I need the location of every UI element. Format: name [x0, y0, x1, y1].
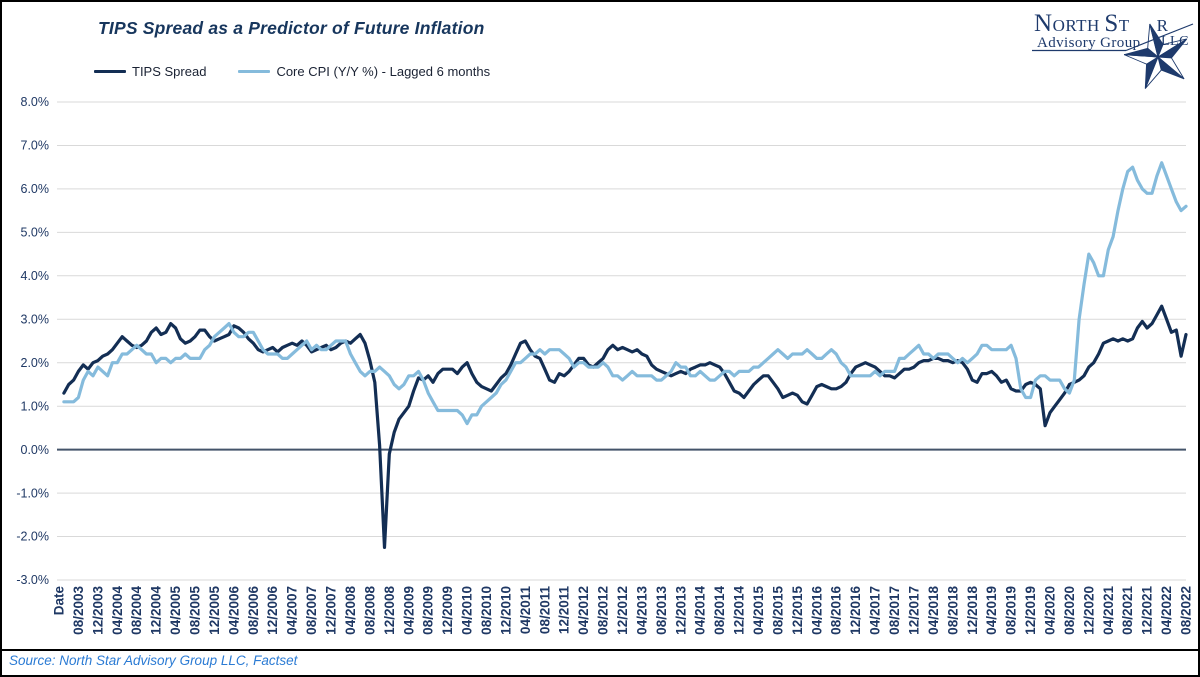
x-axis-tick-label: 08/2012: [596, 586, 611, 635]
x-axis-tick-label: 08/2014: [712, 586, 727, 635]
x-axis-tick-label: 12/2020: [1081, 586, 1096, 635]
x-axis-tick-label: 04/2010: [460, 586, 475, 635]
x-axis-tick-label: 12/2018: [965, 586, 980, 635]
x-axis-tick-label: 04/2021: [1101, 586, 1116, 635]
x-axis-tick-label: 08/2010: [479, 586, 494, 635]
x-axis-tick-label: 08/2019: [1004, 586, 1019, 635]
x-axis-tick-label: 04/2020: [1043, 586, 1058, 635]
legend-label: Core CPI (Y/Y %) - Lagged 6 months: [276, 64, 491, 79]
legend-item-tips-spread: TIPS Spread: [94, 64, 206, 79]
logo-swoosh-line: [1125, 23, 1194, 52]
x-axis-tick-label: 08/2015: [770, 586, 785, 635]
y-axis-tick-label: 2.0%: [21, 356, 50, 370]
north-star-star-icon: [1032, 23, 1194, 89]
x-axis-tick-label: 12/2015: [790, 586, 805, 635]
x-axis-tick-label: 12/2017: [907, 586, 922, 635]
logo-letter: R: [1156, 16, 1169, 35]
x-axis-tick-label: 04/2017: [868, 586, 883, 635]
x-axis-tick-label: 04/2011: [518, 586, 533, 635]
x-axis-tick-label: 08/2020: [1062, 586, 1077, 635]
tips-spread-line: [62, 304, 1188, 550]
logo-letter: N: [1034, 10, 1053, 37]
x-axis-tick-label: 04/2004: [110, 586, 125, 635]
x-axis-tick-label: 04/2012: [576, 586, 591, 635]
logo-letters: ORTH: [1052, 16, 1100, 35]
y-axis-tick-label: 0.0%: [21, 443, 50, 457]
x-axis-tick-label: 08/2013: [654, 586, 669, 635]
chart-legend: TIPS Spread Core CPI (Y/Y %) - Lagged 6 …: [94, 64, 490, 79]
x-axis-tick-label: 08/2021: [1120, 586, 1135, 635]
x-axis-tick-label: 12/2007: [324, 586, 339, 635]
y-axis-tick-label: -3.0%: [16, 573, 49, 587]
x-axis-tick-label: 04/2007: [285, 586, 300, 635]
x-axis-tick-label: 12/2011: [557, 586, 572, 635]
x-axis-tick-label: 08/2016: [829, 586, 844, 635]
logo-advisory-group-text: Advisory Group: [1037, 35, 1141, 51]
x-axis-tick-label: 08/2008: [362, 586, 377, 635]
y-axis-tick-label: -2.0%: [16, 530, 49, 544]
x-axis-tick-label: 04/2013: [634, 586, 649, 635]
x-axis-tick-label: 04/2019: [984, 586, 999, 635]
x-axis-tick-label: 12/2005: [207, 586, 222, 635]
x-axis-tick-label: 12/2004: [149, 586, 164, 635]
x-axis-tick-label: 08/2005: [188, 586, 203, 635]
x-axis-tick-label: 08/2011: [537, 586, 552, 635]
y-axis-tick-label: 1.0%: [21, 399, 50, 413]
x-axis-tick-label: 12/2010: [498, 586, 513, 635]
y-axis-tick-label: 5.0%: [21, 226, 50, 240]
x-axis-tick-label: 12/2013: [673, 586, 688, 635]
logo-letter: T: [1118, 16, 1130, 35]
x-axis-tick-label: 04/2006: [226, 586, 241, 635]
x-axis-title: Date: [52, 586, 67, 616]
source-note: Source: North Star Advisory Group LLC, F…: [9, 653, 298, 668]
x-axis-tick-label: 12/2008: [382, 586, 397, 635]
x-axis-tick-label: 08/2007: [304, 586, 319, 635]
x-axis-tick-label: 04/2018: [926, 586, 941, 635]
x-axis-tick-label: 08/2022: [1179, 586, 1194, 635]
core-cpi-line: [62, 161, 1188, 426]
x-axis-tick-label: 12/2021: [1140, 586, 1155, 635]
x-axis-tick-label: 08/2017: [887, 586, 902, 635]
y-axis-tick-label: 8.0%: [21, 95, 50, 109]
company-logo: NORTH ST R Advisory Group LLC: [1028, 8, 1198, 100]
x-axis-tick-label: 04/2008: [343, 586, 358, 635]
core-cpi-line-swatch: [238, 70, 271, 73]
page-title: TIPS Spread as a Predictor of Future Inf…: [98, 18, 485, 38]
tips-spread-line-swatch: [94, 70, 126, 73]
x-axis-tick-label: 12/2016: [848, 586, 863, 635]
logo-letter: S: [1104, 10, 1119, 37]
y-axis-tick-label: 7.0%: [21, 139, 50, 153]
x-axis-tick-label: 08/2018: [945, 586, 960, 635]
x-axis-tick-label: 12/2019: [1023, 586, 1038, 635]
x-axis-tick-label: 12/2006: [265, 586, 280, 635]
legend-label: TIPS Spread: [132, 64, 207, 79]
x-axis-tick-label: 08/2009: [421, 586, 436, 635]
footer-divider: [2, 649, 1198, 651]
x-axis-tick-label: 04/2005: [168, 586, 183, 635]
x-axis-tick-label: 04/2009: [401, 586, 416, 635]
logo-company-name: NORTH ST R: [1034, 10, 1168, 38]
x-axis-tick-label: 12/2009: [440, 586, 455, 635]
y-axis-tick-label: 3.0%: [21, 313, 50, 327]
x-axis-tick-label: 12/2003: [90, 586, 105, 635]
x-axis-tick-label: 08/2006: [246, 586, 261, 635]
x-axis-tick-label: 04/2015: [751, 586, 766, 635]
x-axis-tick-label: 12/2014: [732, 586, 747, 635]
x-axis-tick-label: 08/2003: [71, 586, 86, 635]
y-axis-tick-label: -1.0%: [16, 486, 49, 500]
legend-item-core-cpi: Core CPI (Y/Y %) - Lagged 6 months: [238, 64, 490, 79]
y-axis-tick-label: 4.0%: [21, 269, 50, 283]
logo-llc-text: LLC: [1161, 34, 1189, 49]
x-axis-tick-label: 12/2012: [615, 586, 630, 635]
star-facet-dark: [1123, 47, 1160, 58]
y-axis-tick-label: 6.0%: [21, 182, 50, 196]
x-axis-tick-label: 04/2016: [809, 586, 824, 635]
x-axis-tick-label: 08/2004: [129, 586, 144, 635]
x-axis-tick-label: 04/2022: [1159, 586, 1174, 635]
x-axis-tick-label: 04/2014: [693, 586, 708, 635]
